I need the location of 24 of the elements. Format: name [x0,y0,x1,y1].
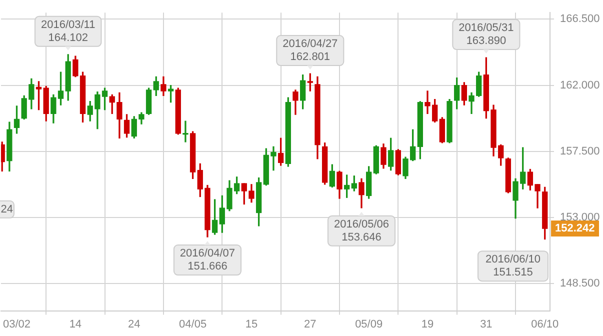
annotation: 24 [0,203,13,216]
y-tick-label: 157.500 [560,145,600,158]
annotation: 2016/05/31 163.890 [458,22,514,48]
annotation: 2016/04/07 151.666 [180,248,235,273]
annotation: 2016/03/11 164.102 [40,18,96,44]
y-tick-label: 148.500 [560,278,600,290]
annotation: 2016/04/27 162.801 [282,38,338,64]
x-tick-label: 04/05 [179,318,207,330]
y-tick-label: 162.000 [560,79,600,92]
x-tick-label: 05/09 [355,318,383,330]
y-tick-label: 166.500 [560,13,600,26]
x-tick-label: 03/02 [3,318,31,330]
annotation: 2016/05/06 153.646 [334,218,390,244]
y-tick-label: 153.000 [560,211,600,224]
x-tick-label: 06/10 [531,318,559,330]
x-tick-label: 19 [421,318,434,330]
x-tick-label: 14 [69,318,82,330]
x-tick-label: 31 [480,318,492,330]
text: 152.242 [555,222,595,235]
candlestick [182,120,188,142]
x-tick-label: 15 [245,318,258,330]
annotation: 2016/06/10 151.515 [485,254,541,279]
x-tick-label: 24 [128,318,140,330]
x-tick-label: 27 [304,318,316,330]
